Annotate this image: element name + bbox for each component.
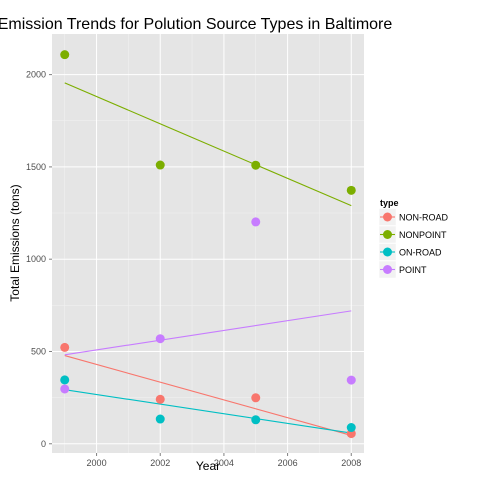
y-tick-label: 1000 [26,254,46,264]
point-non-road [251,393,261,403]
point-non-road [155,394,165,404]
point-on-road [60,375,70,385]
chart-title: Emission Trends for Polution Source Type… [0,16,392,33]
minor-grid [52,34,364,453]
x-tick-label: 2000 [87,458,107,468]
trend-line-nonpoint [64,82,352,207]
plot-panel [52,34,364,453]
trend-line-point [64,310,352,356]
x-tick-label: 2006 [278,458,298,468]
point-nonpoint [346,185,356,195]
point-point [60,384,70,394]
x-axis-title: Year [196,459,220,473]
point-point [251,217,261,227]
y-axis-ticks: 0 500 1000 1500 2000 [26,70,52,449]
y-tick-label: 1500 [26,162,46,172]
point-point [346,375,356,385]
legend-label-on-road: ON-ROAD [399,248,442,258]
point-on-road [346,423,356,433]
point-point [155,334,165,344]
y-tick-label: 0 [41,439,46,449]
legend-label-nonpoint: NONPOINT [399,230,447,240]
data-points [60,50,356,439]
x-tick-label: 2002 [150,458,170,468]
point-non-road [60,342,70,352]
point-on-road [251,415,261,425]
point-nonpoint [251,160,261,170]
legend-key-point [383,265,392,274]
x-tick-label: 2008 [341,458,361,468]
point-on-road [155,414,165,424]
legend-key-point [383,212,392,222]
y-tick-label: 500 [31,346,46,356]
x-axis-ticks: 2000 2002 2004 2006 2008 [87,453,361,468]
legend-label-point: POINT [399,265,427,275]
y-axis-title: Total Emissions (tons) [8,184,22,301]
trend-lines [64,82,352,436]
trend-line-non-road [64,355,352,436]
legend: type NON-ROAD NONPOINT ON-ROAD POINT [378,198,448,279]
legend-title: type [380,198,399,208]
y-tick-label: 2000 [26,70,46,80]
legend-key-point [383,247,392,257]
trend-line-on-road [64,389,352,434]
point-nonpoint [155,160,165,170]
legend-label-non-road: NON-ROAD [399,213,448,223]
point-nonpoint [60,50,70,60]
legend-key-point [383,230,392,239]
x-tick-label: 2004 [214,458,234,468]
